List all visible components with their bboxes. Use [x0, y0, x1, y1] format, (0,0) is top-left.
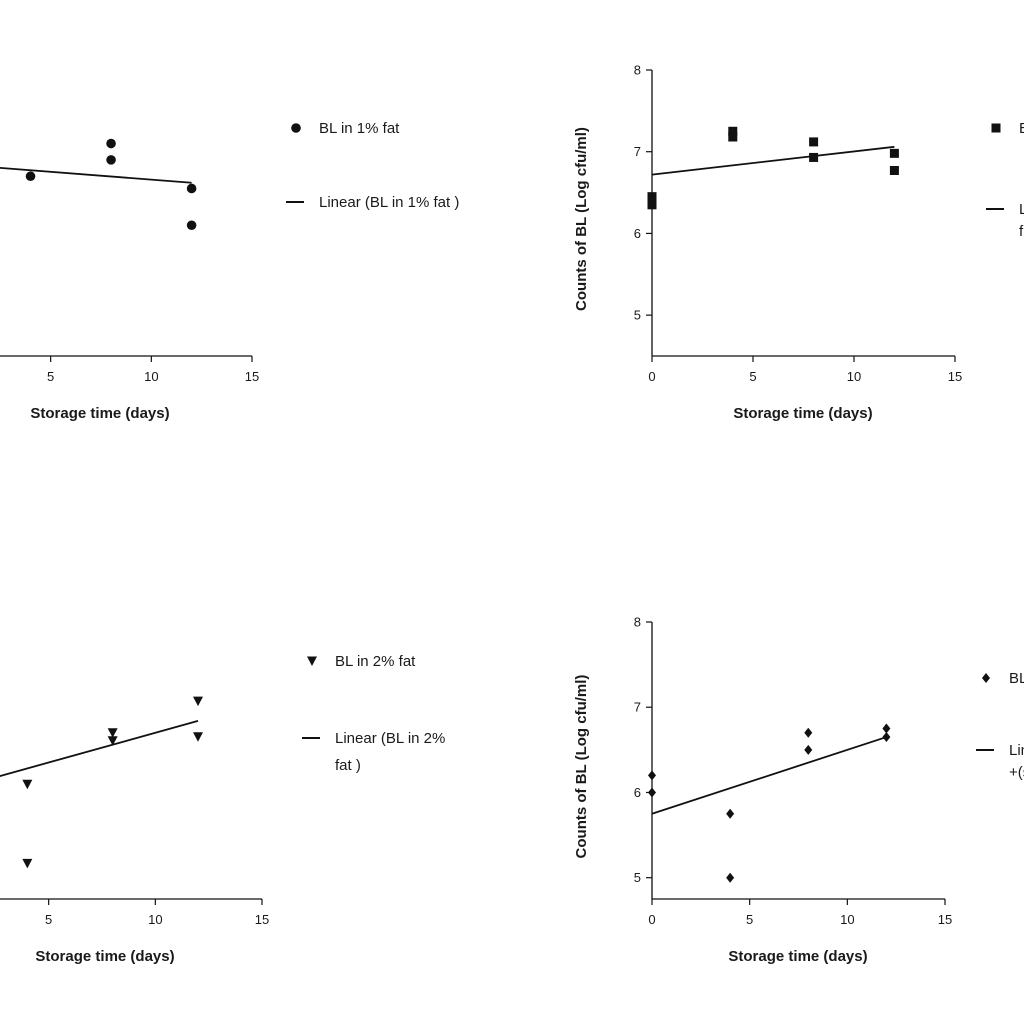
data-point: [107, 728, 118, 738]
x-tick-label: 5: [749, 369, 756, 384]
data-point: [186, 220, 197, 231]
data-point: [882, 732, 891, 743]
legend: BL in 2% fat Linear (BL in 2% fat ): [302, 653, 445, 774]
y-tick-label: 6: [634, 226, 641, 241]
legend-label: L: [1019, 201, 1024, 218]
x-tick-label: 0: [648, 369, 655, 384]
chart-panel-1: 5 10 15 Storage time (days) BL in 1% fat Line…: [0, 120, 459, 422]
data-point: [726, 872, 735, 883]
legend: BL Lin +(s: [976, 670, 1024, 781]
data-point: [193, 732, 203, 742]
data-point: [726, 808, 735, 819]
x-tick-label: 10: [847, 369, 861, 384]
x-tick-label: 10: [148, 912, 162, 927]
x-tick-label: 15: [255, 912, 269, 927]
legend-marker: [991, 123, 1001, 133]
y-tick-label: 8: [634, 63, 641, 78]
x-axis-title: Storage time (days): [35, 948, 174, 965]
trend-line: [651, 736, 887, 815]
y-tick-label: 5: [634, 870, 641, 885]
y-axis-title: Counts of BL (Log cfu/ml): [573, 127, 590, 311]
data-point: [648, 770, 656, 781]
data-point: [728, 132, 738, 142]
data-point: [804, 744, 813, 755]
data-point: [193, 696, 203, 707]
x-tick-label: 5: [45, 912, 52, 927]
data-point: [889, 166, 899, 176]
data-point: [809, 152, 819, 162]
data-point: [647, 192, 657, 202]
data-point: [648, 787, 656, 798]
x-tick-label: 15: [245, 369, 259, 384]
data-point: [106, 155, 116, 165]
x-tick-label: 0: [648, 912, 655, 927]
legend-label: BL in 2% fat: [335, 653, 416, 670]
y-tick-label: 7: [634, 700, 641, 715]
legend-label: B: [1019, 120, 1024, 137]
data-point: [647, 200, 657, 210]
legend-label: fat ): [335, 757, 361, 774]
data-point: [889, 148, 899, 158]
x-tick-label: 10: [840, 912, 854, 927]
y-tick-label: 7: [634, 144, 641, 159]
data-point: [882, 723, 891, 734]
legend-label: BL in 1% fat: [319, 120, 400, 137]
data-point: [107, 736, 118, 746]
legend-marker: [291, 123, 301, 133]
legend-label: Lin: [1009, 742, 1024, 759]
data-point: [804, 727, 813, 738]
data-point: [22, 858, 33, 869]
data-point: [186, 183, 197, 194]
y-tick-label: 8: [634, 615, 641, 630]
x-axis-title: Storage time (days): [30, 405, 169, 422]
data-point: [106, 138, 116, 149]
data-point: [25, 171, 36, 182]
y-tick-label: 6: [634, 785, 641, 800]
legend-label: BL: [1009, 670, 1024, 687]
trend-line: [0, 720, 199, 777]
data-point: [809, 137, 819, 147]
data-point: [728, 126, 738, 136]
x-tick-label: 10: [144, 369, 158, 384]
legend: BL in 1% fat Linear (BL in 1% fat ): [286, 120, 459, 211]
x-tick-label: 5: [746, 912, 753, 927]
trend-line: [651, 145, 895, 176]
legend: B Lf: [986, 120, 1024, 240]
x-axis-title: Storage time (days): [733, 405, 872, 422]
y-tick-label: 5: [634, 308, 641, 323]
x-tick-label: 15: [948, 369, 962, 384]
x-tick-label: 5: [47, 369, 54, 384]
trend-line: [0, 166, 192, 184]
legend-label: f: [1019, 223, 1024, 240]
legend-label: Linear (BL in 1% fat ): [319, 194, 459, 211]
x-axis-title: Storage time (days): [728, 948, 867, 965]
x-tick-label: 15: [938, 912, 952, 927]
chart-panel-3: 5 10 15 Storage time (days) BL in 2% fat Line…: [0, 653, 445, 965]
legend-label: +(s: [1009, 764, 1024, 781]
chart-panel-2: 0 5 10 15 5 6 7 8 Storage time (days) Counts of B…: [573, 63, 1024, 423]
legend-marker: [307, 656, 317, 666]
chart-panel-4: 0 5 10 15 5 6 7 8 Storage time (days) Counts of B…: [573, 615, 1024, 966]
data-point: [22, 779, 33, 790]
legend-marker: [982, 673, 990, 683]
y-axis-title: Counts of BL (Log cfu/ml): [573, 675, 590, 859]
legend-label: Linear (BL in 2%: [335, 730, 445, 747]
